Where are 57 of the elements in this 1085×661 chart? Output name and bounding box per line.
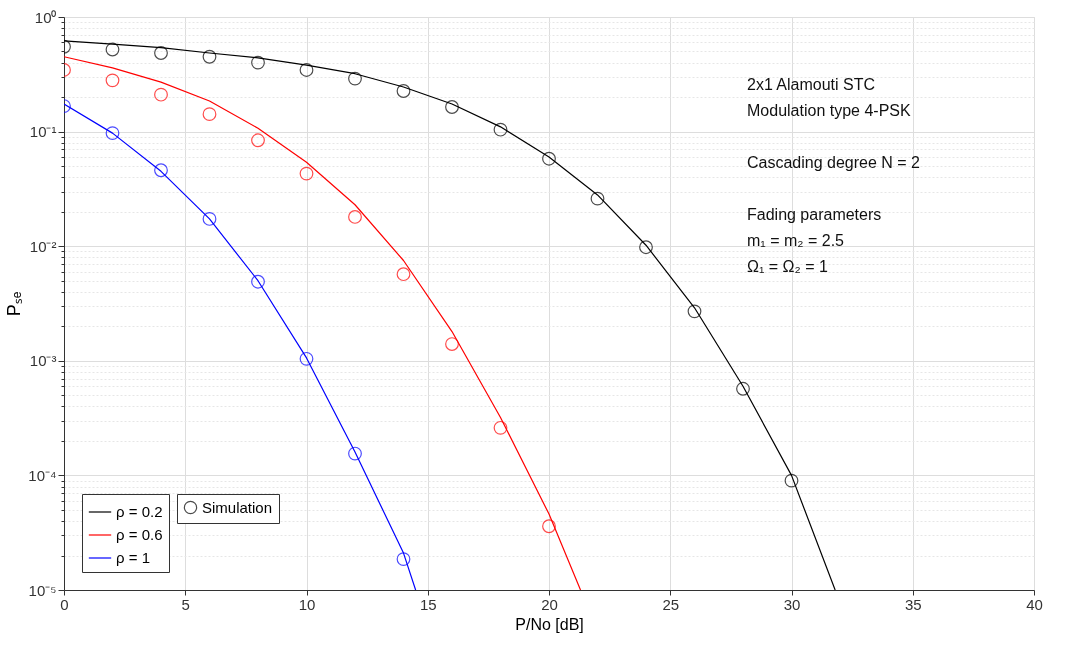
annotation: Cascading degree N = 2 (747, 154, 921, 171)
point (251, 55, 265, 70)
y-tick-label: 10⁻¹ (29, 123, 57, 141)
annotation: Fading parameters m₁ = m₂ = 2.5 Ω₁ = Ω₂ = 1 (747, 206, 882, 275)
point (154, 87, 168, 102)
x-tick-label: 40 (1026, 595, 1043, 613)
y-tick-label: 10⁻³ (29, 352, 57, 370)
point (105, 126, 120, 141)
point (784, 473, 799, 488)
y-tick-label: 10⁻⁵ (28, 581, 57, 599)
point (202, 107, 217, 122)
x-tick-label: 15 (419, 595, 437, 613)
point (348, 71, 362, 86)
point (590, 191, 605, 206)
point (299, 63, 314, 77)
point (639, 240, 653, 255)
legend-label: ρ = 0.2 (116, 503, 163, 520)
point (396, 267, 411, 282)
point (687, 304, 702, 319)
point (348, 446, 362, 461)
point (251, 133, 265, 148)
point (396, 84, 411, 98)
point (299, 166, 314, 181)
y-tick-label: 10⁰ (34, 8, 57, 26)
legend-label: ρ = 1 (116, 549, 150, 566)
x-tick-label: 25 (662, 595, 680, 613)
point (542, 519, 556, 534)
point (154, 163, 168, 178)
point (299, 351, 314, 366)
x-tick-label: 10 (298, 595, 316, 613)
legend-label: Simulation (202, 498, 273, 516)
x-tick-label: 5 (181, 595, 190, 613)
x-tick-label: 20 (541, 595, 558, 613)
point (542, 151, 556, 166)
point (202, 212, 217, 226)
y-tick-label: 10⁻² (29, 237, 57, 255)
point (105, 73, 120, 88)
x-axis-title: P/No [dB] (515, 615, 584, 633)
point (396, 552, 411, 567)
y-tick-label: 10⁻⁴ (28, 466, 57, 484)
point (445, 337, 459, 351)
line-series (64, 56, 582, 590)
point (348, 210, 362, 224)
point (105, 42, 120, 57)
y-axis-title: Pₛₑ (4, 291, 25, 317)
point (736, 381, 750, 396)
point (445, 100, 459, 114)
point (202, 49, 217, 64)
point (251, 274, 265, 289)
x-tick-label: 0 (60, 595, 69, 613)
point (154, 46, 168, 60)
x-tick-label: 35 (904, 595, 922, 613)
x-tick-label: 30 (783, 595, 801, 613)
point (493, 122, 508, 137)
annotation: 2x1 Alamouti STC Modulation type 4-PSK (747, 76, 911, 119)
legend-label: ρ = 0.6 (116, 526, 163, 543)
point (493, 420, 508, 435)
